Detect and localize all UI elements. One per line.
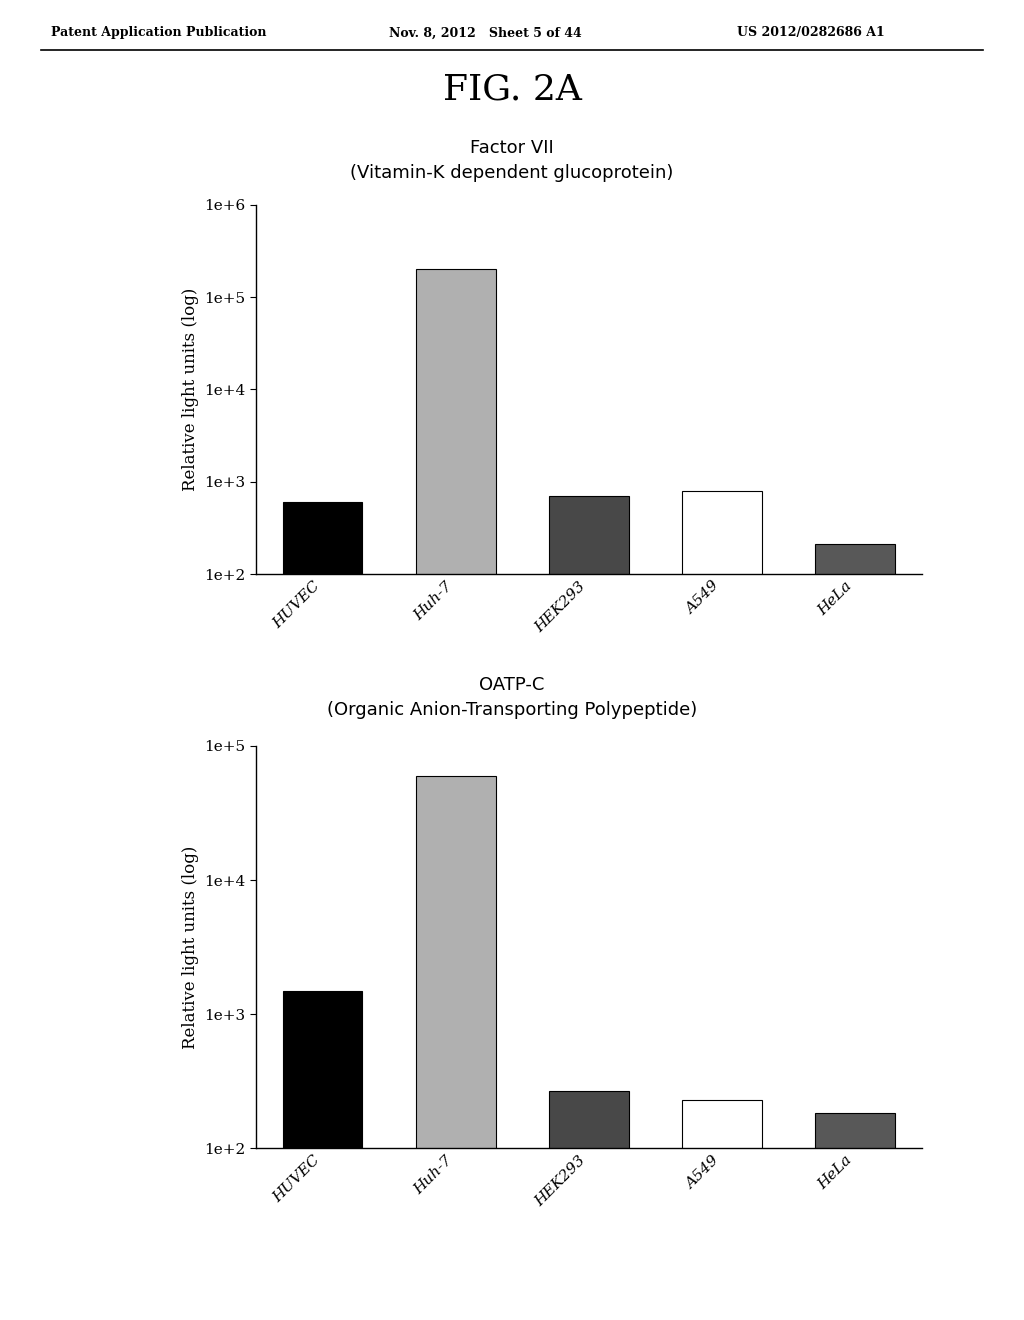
Bar <box>815 1113 895 1320</box>
Text: (Vitamin-K dependent glucoprotein): (Vitamin-K dependent glucoprotein) <box>350 164 674 182</box>
Bar <box>682 1100 762 1320</box>
Bar <box>416 776 496 1320</box>
Bar <box>283 990 362 1320</box>
Bar <box>416 269 496 1320</box>
Text: Nov. 8, 2012   Sheet 5 of 44: Nov. 8, 2012 Sheet 5 of 44 <box>389 26 582 40</box>
Bar <box>682 491 762 1320</box>
Text: Patent Application Publication: Patent Application Publication <box>51 26 266 40</box>
Bar <box>549 1090 629 1320</box>
Y-axis label: Relative light units (log): Relative light units (log) <box>182 288 199 491</box>
Bar <box>283 503 362 1320</box>
Text: FIG. 2A: FIG. 2A <box>442 73 582 107</box>
Y-axis label: Relative light units (log): Relative light units (log) <box>182 845 199 1049</box>
Text: (Organic Anion-Transporting Polypeptide): (Organic Anion-Transporting Polypeptide) <box>327 701 697 719</box>
Bar <box>815 544 895 1320</box>
Bar <box>549 496 629 1320</box>
Text: Factor VII: Factor VII <box>470 139 554 157</box>
Text: US 2012/0282686 A1: US 2012/0282686 A1 <box>737 26 885 40</box>
Text: OATP-C: OATP-C <box>479 676 545 694</box>
